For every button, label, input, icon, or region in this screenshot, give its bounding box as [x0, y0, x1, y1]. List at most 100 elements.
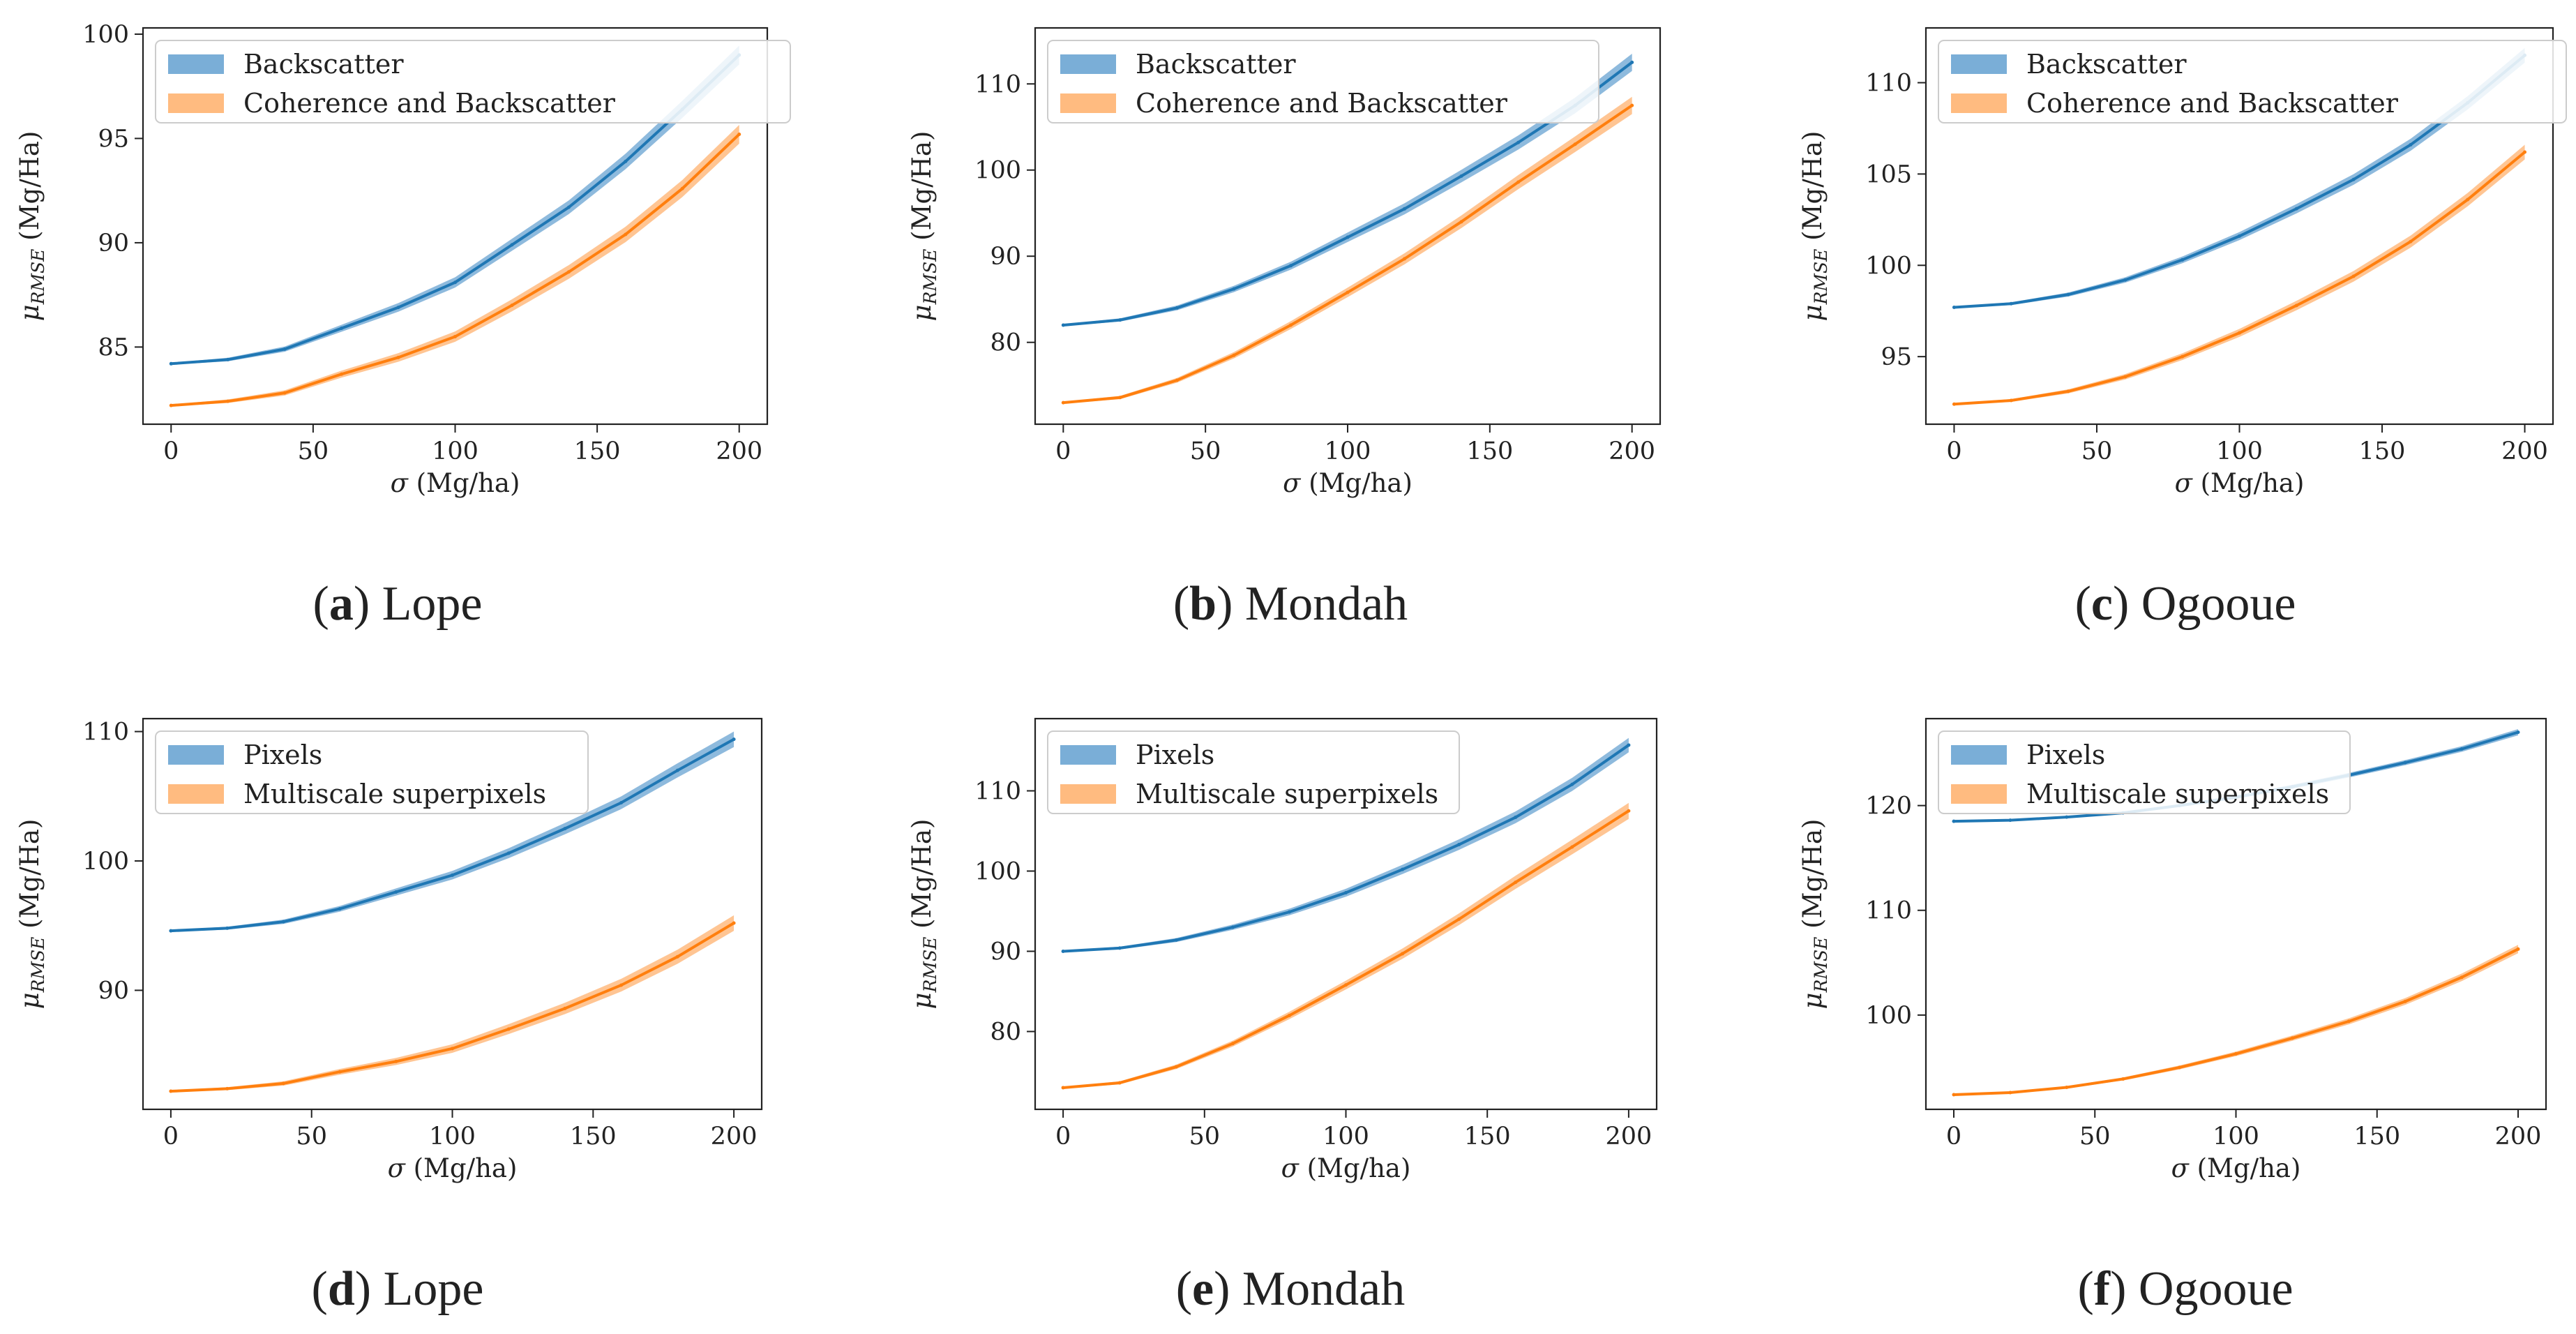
series-band-2 [1954, 945, 2518, 1095]
data-point [2460, 975, 2464, 980]
data-point [1401, 867, 1405, 871]
x-tick-label: 200 [1605, 1123, 1652, 1151]
chart-panel-2: 0 50 100 150 200 80 90 100 110 σ (Mg/ha) μRMSE (Mg… [907, 27, 1662, 498]
data-point [675, 954, 679, 959]
data-point [1403, 207, 1407, 211]
data-point [2351, 177, 2356, 181]
data-point [340, 326, 344, 330]
data-point [226, 399, 230, 403]
x-tick-label: 150 [1464, 1123, 1511, 1151]
data-point [1346, 235, 1350, 239]
data-point [451, 1047, 454, 1051]
data-point [1118, 396, 1122, 400]
data-point [225, 926, 229, 930]
x-tick-label: 200 [716, 437, 762, 465]
legend-entry: Multiscale superpixels [2026, 779, 2329, 809]
data-point [1952, 1093, 1956, 1097]
legend-entry: Pixels [2026, 740, 2105, 770]
x-tick-label: 100 [432, 437, 479, 465]
data-point [1061, 323, 1065, 327]
data-point [1627, 809, 1631, 813]
panel-caption: (b) Mondah [1173, 577, 1408, 631]
data-point [1117, 946, 1122, 950]
data-point [2347, 1019, 2351, 1024]
series-line-2 [1953, 947, 2519, 1096]
series-band-2 [170, 915, 735, 1093]
data-point [394, 1059, 398, 1063]
data-point [737, 132, 741, 136]
data-point [1288, 323, 1293, 327]
data-point [2066, 389, 2070, 394]
x-axis-label: σ (Mg/ha) [391, 468, 520, 498]
data-point [1232, 353, 1236, 357]
data-point [1952, 402, 1956, 406]
data-point [1630, 60, 1634, 64]
x-tick-label: 200 [711, 1123, 758, 1151]
data-point [2409, 239, 2413, 243]
data-point [732, 737, 736, 742]
data-point [510, 243, 514, 247]
legend-entry: Multiscale superpixels [1136, 779, 1438, 809]
panel-caption: (f) Ogooue [2077, 1262, 2293, 1316]
data-point [1118, 318, 1122, 322]
x-tick-label: 50 [298, 437, 329, 465]
data-point [1288, 264, 1293, 268]
data-point [510, 303, 514, 308]
data-point [338, 1070, 342, 1074]
legend: Pixels Multiscale superpixels [155, 730, 589, 814]
x-tick-label: 150 [570, 1123, 617, 1151]
data-point [1952, 819, 1956, 823]
chart-panel-3: 0 50 100 150 200 95 100 105 110 σ (Mg/ha) μRMSE (M… [1798, 27, 2567, 498]
data-point [1174, 938, 1178, 942]
data-point [453, 334, 457, 338]
legend-entry: Backscatter [243, 49, 404, 80]
legend-entry: Pixels [243, 740, 322, 770]
x-axis-label: σ (Mg/ha) [2171, 1153, 2301, 1183]
data-point [1287, 1013, 1291, 1017]
x-tick-label: 150 [2359, 437, 2406, 465]
legend-swatch [1060, 54, 1116, 74]
data-point [1457, 843, 1461, 847]
legend-swatch [1060, 784, 1116, 804]
data-point [2294, 207, 2298, 211]
data-point [1344, 891, 1348, 895]
data-point [1232, 287, 1236, 291]
legend-entry: Coherence and Backscatter [1136, 88, 1508, 119]
y-axis-label: μRMSE (Mg/Ha) [15, 819, 48, 1010]
data-point [1570, 782, 1574, 786]
data-point [226, 357, 230, 361]
chart-panel-1: 0 50 100 150 200 85 90 95 100 σ (Mg/ha) μRMSE (Mg/… [15, 21, 791, 498]
data-point [2009, 301, 2013, 306]
y-tick-label: 90 [98, 230, 129, 257]
legend-box [1938, 730, 2351, 814]
data-point [394, 890, 398, 894]
data-point [1174, 1065, 1178, 1069]
legend-box [155, 730, 589, 814]
x-tick-label: 150 [1466, 437, 1513, 465]
x-tick-label: 100 [2216, 437, 2263, 465]
x-tick-label: 50 [1189, 1123, 1221, 1151]
y-axis-label: μRMSE (Mg/Ha) [15, 131, 48, 322]
x-tick-label: 0 [163, 1123, 179, 1151]
data-point [1344, 983, 1348, 987]
y-tick-label: 100 [82, 21, 129, 49]
data-point [169, 929, 173, 933]
y-tick-label: 110 [1865, 897, 1912, 925]
x-tick-label: 150 [2353, 1123, 2400, 1151]
y-tick-label: 110 [974, 70, 1021, 98]
data-point [2238, 234, 2241, 238]
data-point [338, 907, 342, 911]
data-point [2121, 1077, 2125, 1081]
data-point [1514, 815, 1518, 819]
x-tick-label: 100 [1323, 1123, 1369, 1151]
y-tick-label: 90 [990, 243, 1021, 271]
data-point [624, 159, 628, 163]
y-tick-label: 85 [98, 334, 129, 361]
data-point [340, 372, 344, 376]
legend-entry: Multiscale superpixels [243, 779, 546, 809]
legend-entry: Coherence and Backscatter [2026, 88, 2399, 119]
data-point [1459, 220, 1463, 224]
x-tick-label: 200 [2501, 437, 2548, 465]
y-tick-label: 90 [98, 977, 129, 1005]
data-point [1401, 952, 1405, 956]
